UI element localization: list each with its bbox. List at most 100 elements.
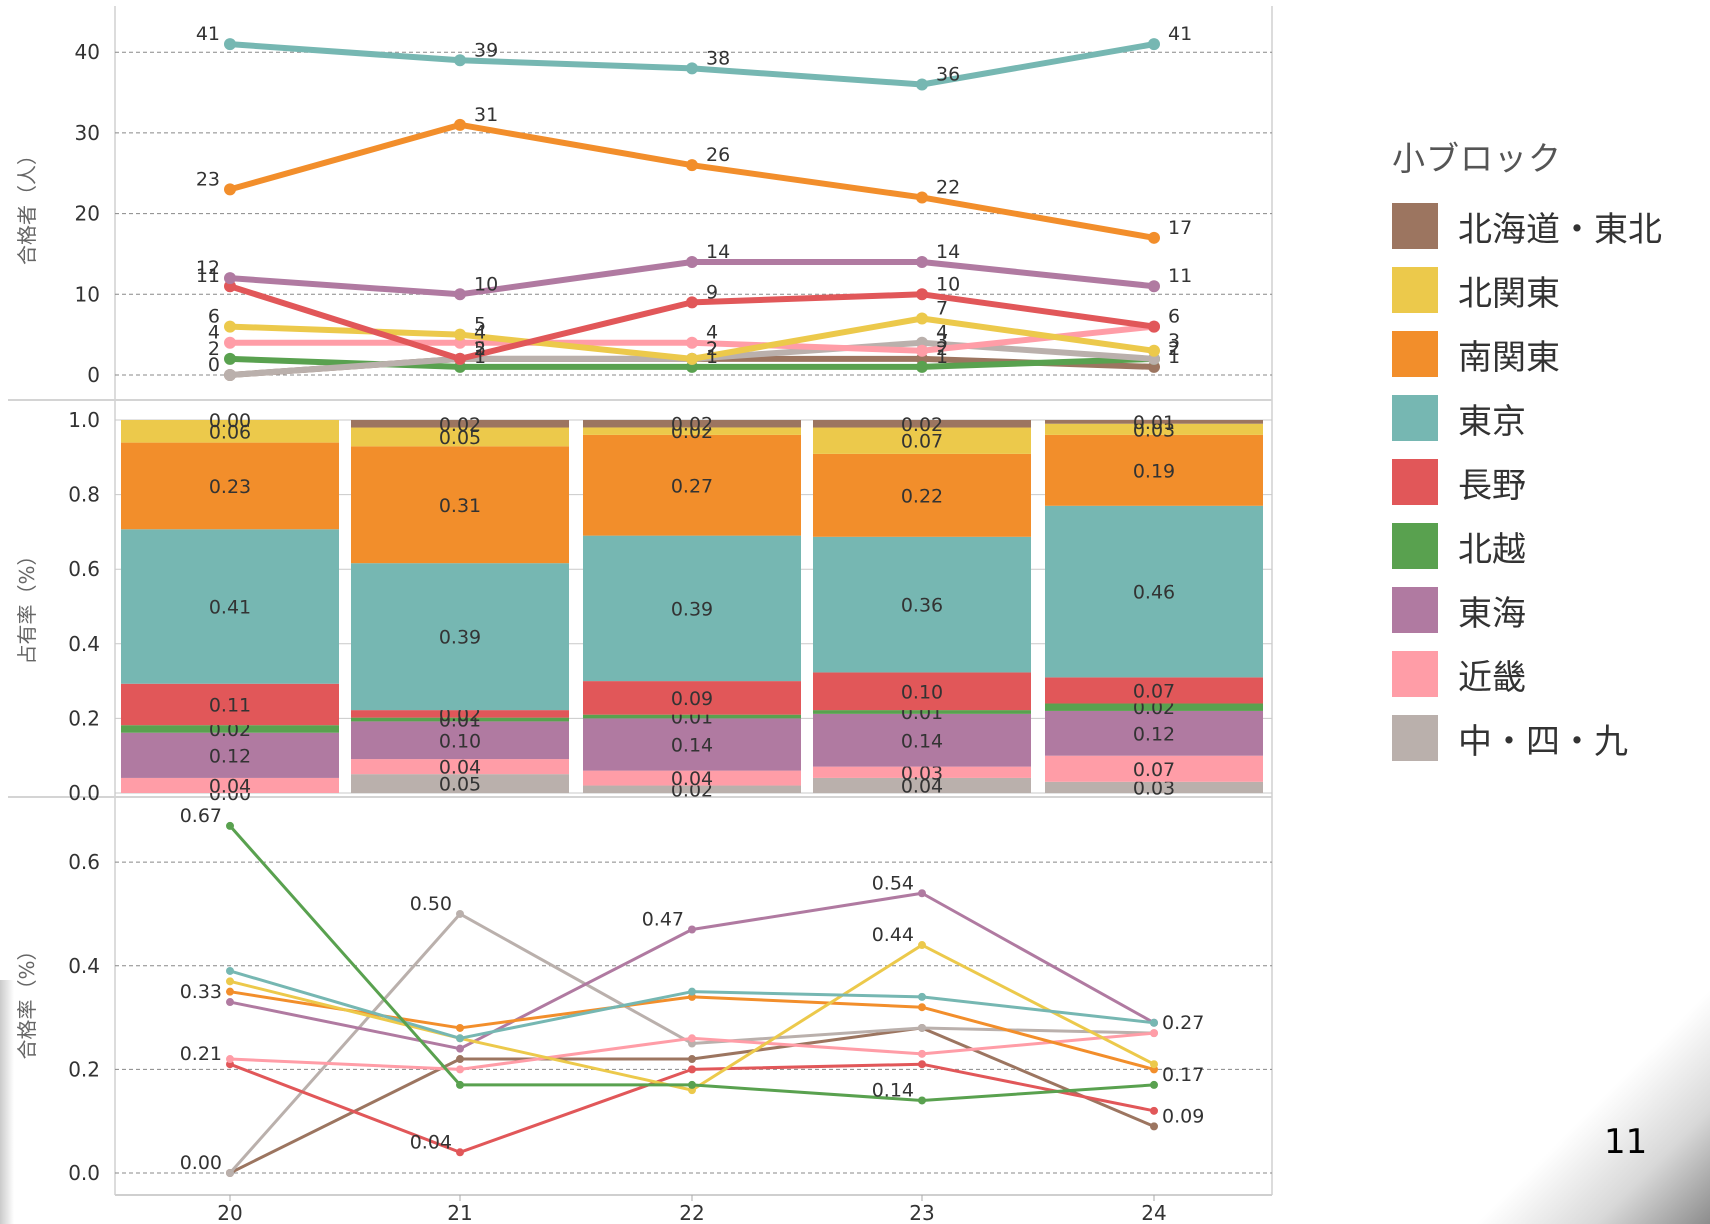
legend-label: 北関東 <box>1458 273 1560 314</box>
data-label-tokyo: 41 <box>196 23 220 45</box>
data-label-chushikyu: 5 <box>474 338 486 360</box>
data-point-tokyo <box>226 966 234 975</box>
y-axis-label: 合格者（人） <box>15 145 39 265</box>
bar-label-hokkaido_tohoku: 0.02 <box>439 414 481 436</box>
data-point-hokuetsu <box>224 352 236 365</box>
y-tick-label: 0.0 <box>68 781 100 805</box>
data-point-tokai <box>918 889 926 898</box>
legend-label: 長野 <box>1458 465 1526 506</box>
bar-segment-tokai <box>121 732 339 778</box>
data-point-kinki <box>224 336 236 349</box>
bar-label-hokkaido_tohoku: 0.01 <box>1133 412 1175 434</box>
y-tick-label: 0.4 <box>68 954 100 978</box>
bar-label-hokkaido_tohoku: 0.00 <box>209 410 251 432</box>
data-point-tokai <box>686 256 698 269</box>
bar-label-minami_kanto: 0.19 <box>1133 460 1175 482</box>
data-point-minami_kanto <box>456 1023 464 1032</box>
bar-label-kinki: 0.07 <box>1133 759 1175 781</box>
y-tick-label: 0.8 <box>68 483 100 507</box>
legend-label: 近畿 <box>1458 657 1526 698</box>
bar-label-minami_kanto: 0.22 <box>901 485 943 507</box>
data-label-hokuetsu: 1 <box>706 346 718 368</box>
bar-label-nagano: 0.10 <box>901 681 943 703</box>
legend-swatch <box>1392 587 1438 633</box>
data-point-nagano <box>916 288 928 301</box>
legend-swatch <box>1392 395 1438 441</box>
bar-segment-nagano <box>121 683 339 726</box>
y-tick-label: 0.6 <box>68 557 100 581</box>
data-point-minami_kanto <box>226 987 234 996</box>
data-label-minami_kanto: 26 <box>706 144 730 166</box>
data-label-hokuetsu: 0.14 <box>872 1079 914 1101</box>
bar-segment-kita_kanto <box>1045 423 1263 435</box>
data-label-minami_kanto: 17 <box>1168 217 1192 239</box>
data-point-tokai <box>224 272 236 285</box>
data-label-kinki: 4 <box>208 322 220 344</box>
data-label-minami_kanto: 22 <box>936 176 960 198</box>
data-label-tokai: 0.47 <box>642 909 684 931</box>
data-label-hokkaido_tohoku: 0.09 <box>1162 1105 1204 1127</box>
data-point-kinki <box>916 344 928 357</box>
data-point-tokai <box>454 288 466 301</box>
data-label-kinki: 4 <box>474 322 486 344</box>
y-tick-label: 40 <box>75 40 100 64</box>
bar-segment-hokuetsu <box>351 717 569 722</box>
bar-segment-tokai <box>1045 710 1263 756</box>
data-label-hokuetsu: 0.67 <box>180 805 222 827</box>
data-label-nagano: 10 <box>936 273 960 295</box>
bar-segment-chushikyu <box>351 774 569 793</box>
bar-label-hokkaido_tohoku: 0.02 <box>901 414 943 436</box>
data-label-kita_kanto: 6 <box>208 306 220 328</box>
page-number: 11 <box>1604 1122 1648 1162</box>
y-tick-label: 0.2 <box>68 1057 100 1081</box>
x-tick-label: 24 <box>1141 1201 1166 1224</box>
legend-item-nagano: 長野 <box>1392 450 1662 514</box>
legend-label: 北海道・東北 <box>1458 209 1662 250</box>
page-curl-shadow <box>1450 964 1710 1224</box>
data-point-tokyo <box>454 54 466 67</box>
bar-label-minami_kanto: 0.27 <box>671 475 713 497</box>
data-label-kita_kanto: 5 <box>474 314 486 336</box>
bar-label-kita_kanto: 0.05 <box>439 427 481 449</box>
bar-label-kita_kanto: 0.07 <box>901 431 943 453</box>
data-point-tokyo <box>686 62 698 75</box>
data-label-chushikyu: 0.00 <box>180 1152 222 1174</box>
bar-segment-minami_kanto <box>121 442 339 530</box>
data-point-kita_kanto <box>454 328 466 341</box>
bar-segment-minami_kanto <box>583 434 801 536</box>
data-label-nagano: 11 <box>196 265 220 287</box>
data-point-kinki <box>918 1049 926 1058</box>
legend-swatch <box>1392 203 1438 249</box>
legend-swatch <box>1392 651 1438 697</box>
legend-item-tokyo: 東京 <box>1392 386 1662 450</box>
bar-label-tokai: 0.10 <box>439 730 481 752</box>
data-label-tokai: 12 <box>196 257 220 279</box>
bar-segment-hokkaido_tohoku <box>813 420 1031 428</box>
data-point-hokkaido_tohoku <box>456 1055 464 1064</box>
y-tick-label: 20 <box>75 202 100 226</box>
y-tick-label: 0.2 <box>68 706 100 730</box>
data-label-tokyo: 41 <box>1168 23 1192 45</box>
data-point-hokuetsu <box>226 821 234 830</box>
bar-label-hokkaido_tohoku: 0.02 <box>671 414 713 436</box>
legend-swatch <box>1392 523 1438 569</box>
bar-segment-kinki <box>351 759 569 775</box>
legend-item-minami_kanto: 南関東 <box>1392 322 1662 386</box>
data-point-nagano <box>456 1148 464 1157</box>
y-tick-label: 0 <box>87 363 100 387</box>
data-point-nagano <box>1150 1106 1158 1115</box>
legend-item-hokkaido_tohoku: 北海道・東北 <box>1392 194 1662 258</box>
data-point-hokuetsu <box>1150 1080 1158 1089</box>
data-point-kinki <box>686 336 698 349</box>
data-point-minami_kanto <box>454 118 466 131</box>
bar-segment-hokuetsu <box>813 710 1031 714</box>
bar-label-tokyo: 0.36 <box>901 595 943 617</box>
bar-label-kita_kanto: 0.06 <box>209 421 251 443</box>
y-tick-label: 1.0 <box>68 408 100 432</box>
data-point-tokai <box>1148 280 1160 293</box>
data-point-tokyo <box>916 78 928 91</box>
data-point-tokyo <box>224 38 236 51</box>
legend-label: 南関東 <box>1458 337 1560 378</box>
bar-segment-nagano <box>813 672 1031 711</box>
